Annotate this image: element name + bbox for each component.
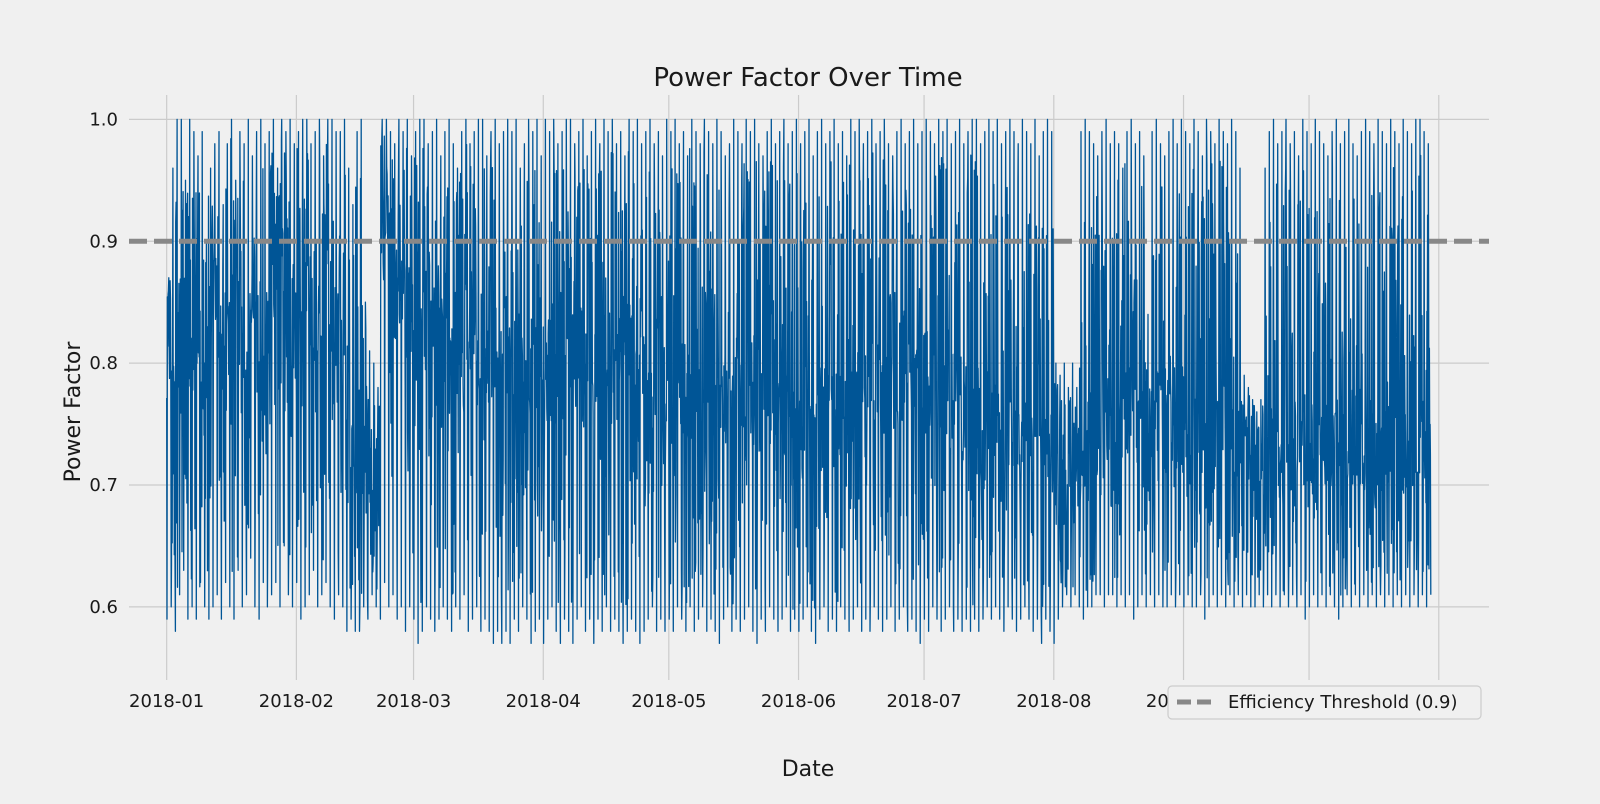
- y-tick-label: 0.8: [89, 353, 118, 374]
- x-tick-label: 2018-01: [129, 691, 204, 712]
- y-tick-label: 1.0: [89, 109, 118, 130]
- chart-title: Power Factor Over Time: [653, 63, 962, 93]
- x-tick-label: 2018-02: [259, 691, 334, 712]
- x-tick-label: 2018-03: [376, 691, 451, 712]
- legend: Efficiency Threshold (0.9): [1167, 685, 1482, 720]
- series-layer: [166, 118, 1432, 645]
- x-tick-label: 2018-07: [886, 691, 961, 712]
- y-tick-label: 0.9: [89, 231, 118, 252]
- x-axis-label: Date: [782, 757, 835, 782]
- power-factor-series-line: [166, 118, 1432, 645]
- y-tick-label: 0.7: [89, 475, 118, 496]
- x-tick-label: 2018-04: [506, 691, 581, 712]
- y-tick-label: 0.6: [89, 597, 118, 618]
- y-axis-label: Power Factor: [61, 341, 86, 483]
- x-tick-label: 2018-08: [1016, 691, 1091, 712]
- x-tick-label: 2018-05: [631, 691, 706, 712]
- x-tick-label: 2018-06: [761, 691, 836, 712]
- legend-threshold-label: Efficiency Threshold (0.9): [1228, 692, 1458, 713]
- legend-frame: [1167, 685, 1482, 720]
